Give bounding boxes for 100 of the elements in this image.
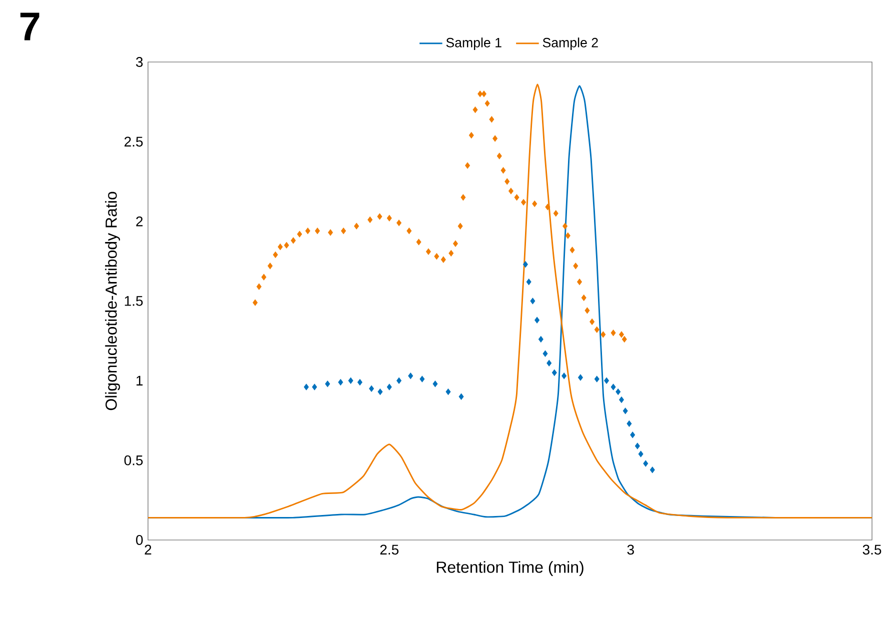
point xyxy=(304,384,309,390)
point xyxy=(573,262,578,270)
point xyxy=(284,242,290,248)
point xyxy=(256,283,262,290)
point xyxy=(526,278,532,286)
point xyxy=(446,388,451,396)
point xyxy=(272,252,278,258)
point xyxy=(504,178,510,185)
point xyxy=(514,194,520,201)
y-tick-label: 1 xyxy=(136,376,143,386)
point xyxy=(570,246,575,254)
point xyxy=(545,204,550,210)
point xyxy=(305,228,310,234)
y-tick-label: 2.5 xyxy=(124,136,143,147)
point xyxy=(396,220,402,226)
point xyxy=(638,450,644,458)
point xyxy=(312,384,317,390)
point xyxy=(290,237,296,244)
point xyxy=(610,330,616,336)
point xyxy=(552,369,557,376)
point xyxy=(590,318,595,325)
legend-label: Sample 1 xyxy=(446,38,502,50)
x-tick-label: 3.5 xyxy=(862,544,882,555)
point xyxy=(604,377,610,384)
point xyxy=(452,240,458,247)
x-tick-label: 2 xyxy=(144,544,152,554)
point xyxy=(481,90,486,98)
point xyxy=(530,298,536,304)
point xyxy=(594,376,600,382)
x-tick-label: 3 xyxy=(627,544,634,555)
point xyxy=(630,432,636,438)
point xyxy=(484,100,490,107)
point xyxy=(261,274,266,280)
point xyxy=(522,261,528,268)
point xyxy=(534,316,540,324)
point xyxy=(584,307,590,314)
point xyxy=(357,379,362,386)
point xyxy=(338,379,344,386)
point xyxy=(297,230,302,238)
point xyxy=(577,278,582,286)
x-tick-label: 2.5 xyxy=(380,544,398,555)
point xyxy=(532,200,538,207)
point xyxy=(325,380,330,388)
point xyxy=(460,194,466,201)
point xyxy=(616,388,621,396)
point xyxy=(426,248,431,255)
point xyxy=(448,250,454,256)
point xyxy=(496,152,502,160)
point xyxy=(600,331,606,338)
y-tick-label: 0.5 xyxy=(124,455,143,466)
point xyxy=(521,199,526,206)
point xyxy=(377,213,382,220)
point xyxy=(508,188,514,194)
point xyxy=(610,384,616,390)
point xyxy=(634,442,640,450)
point xyxy=(386,384,392,390)
point xyxy=(268,262,273,270)
point xyxy=(341,228,346,234)
point xyxy=(562,222,568,230)
point xyxy=(472,106,478,113)
point xyxy=(622,408,628,414)
point xyxy=(546,360,552,366)
point xyxy=(458,222,463,230)
y-tick-label: 1.5 xyxy=(124,296,143,306)
point xyxy=(565,232,570,239)
point xyxy=(562,372,567,380)
point xyxy=(500,167,506,174)
point xyxy=(369,385,374,392)
legend-label: Sample 2 xyxy=(542,38,598,50)
y-axis-title: Oligonucleotide-Antibody Ratio xyxy=(105,192,120,410)
point xyxy=(314,228,320,234)
point xyxy=(406,228,412,234)
point xyxy=(416,238,422,246)
point xyxy=(378,388,383,396)
point xyxy=(622,336,627,342)
point xyxy=(368,216,372,223)
point xyxy=(650,466,655,474)
point xyxy=(396,377,402,384)
point xyxy=(420,376,425,382)
point xyxy=(553,210,558,217)
point xyxy=(542,350,548,357)
point xyxy=(432,380,438,388)
point xyxy=(458,393,464,400)
point xyxy=(278,244,283,250)
point xyxy=(492,135,498,142)
point xyxy=(578,374,583,381)
point xyxy=(354,222,359,230)
text: 7 xyxy=(20,12,40,40)
point xyxy=(468,132,474,138)
point xyxy=(626,420,632,427)
point xyxy=(252,299,258,306)
x-axis-title: Retention Time (min) xyxy=(436,561,584,576)
point xyxy=(619,331,624,338)
point xyxy=(328,229,333,236)
point xyxy=(440,256,446,263)
point xyxy=(478,90,483,98)
point xyxy=(619,396,624,403)
point xyxy=(465,162,470,169)
point xyxy=(538,336,544,342)
point xyxy=(434,253,440,260)
